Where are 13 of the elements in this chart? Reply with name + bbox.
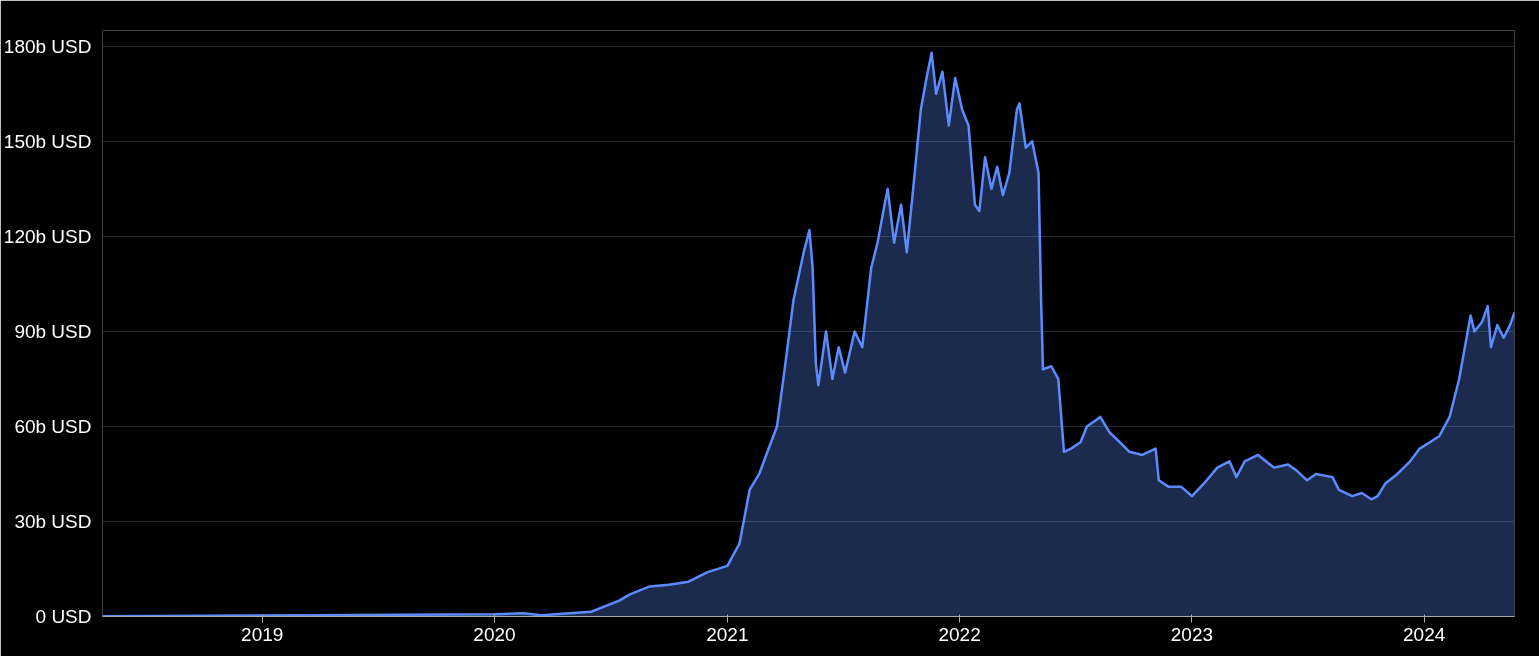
x-tick-label: 2024 bbox=[1403, 623, 1446, 645]
y-tick-label: 120b USD bbox=[3, 225, 92, 247]
y-tick-label: 60b USD bbox=[14, 415, 92, 437]
x-tick-label: 2023 bbox=[1170, 623, 1214, 645]
y-tick-label: 90b USD bbox=[14, 320, 92, 342]
y-tick-label: 0 USD bbox=[35, 606, 92, 627]
x-tick-label: 2019 bbox=[241, 623, 284, 645]
x-tick-label: 2021 bbox=[706, 623, 749, 645]
y-tick-label: 30b USD bbox=[14, 510, 92, 532]
y-tick-label: 180b USD bbox=[3, 35, 92, 57]
x-tick-label: 2022 bbox=[938, 623, 981, 645]
y-tick-label: 150b USD bbox=[3, 130, 92, 152]
x-tick-label: 2020 bbox=[473, 623, 516, 645]
